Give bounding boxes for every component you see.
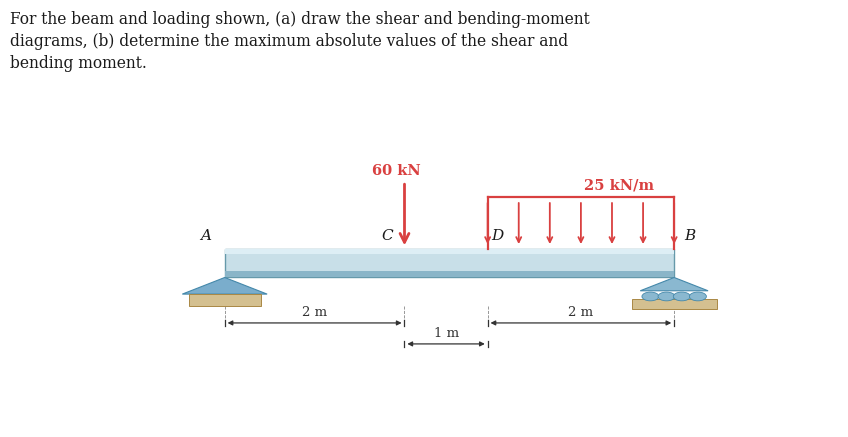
Text: bending moment.: bending moment. (10, 55, 147, 72)
Text: 25 kN/m: 25 kN/m (584, 178, 654, 192)
Text: 2 m: 2 m (302, 306, 327, 319)
Bar (632, 299, 717, 309)
Text: diagrams, (b) determine the maximum absolute values of the shear and: diagrams, (b) determine the maximum abso… (10, 33, 568, 50)
Circle shape (673, 292, 690, 301)
Bar (225, 249, 674, 254)
Text: D: D (492, 229, 504, 243)
Text: A: A (201, 229, 211, 243)
Text: B: B (683, 229, 695, 243)
Bar (225, 249, 674, 277)
Text: 60 kN: 60 kN (371, 164, 421, 178)
Polygon shape (640, 277, 708, 291)
Text: C: C (382, 229, 393, 243)
Text: 1 m: 1 m (433, 327, 459, 340)
Circle shape (689, 292, 706, 301)
Bar (188, 294, 261, 306)
Polygon shape (182, 277, 267, 294)
Text: For the beam and loading shown, (a) draw the shear and bending-moment: For the beam and loading shown, (a) draw… (10, 11, 590, 28)
Bar (225, 271, 674, 277)
Circle shape (658, 292, 675, 301)
Text: 2 m: 2 m (568, 306, 594, 319)
Circle shape (642, 292, 659, 301)
